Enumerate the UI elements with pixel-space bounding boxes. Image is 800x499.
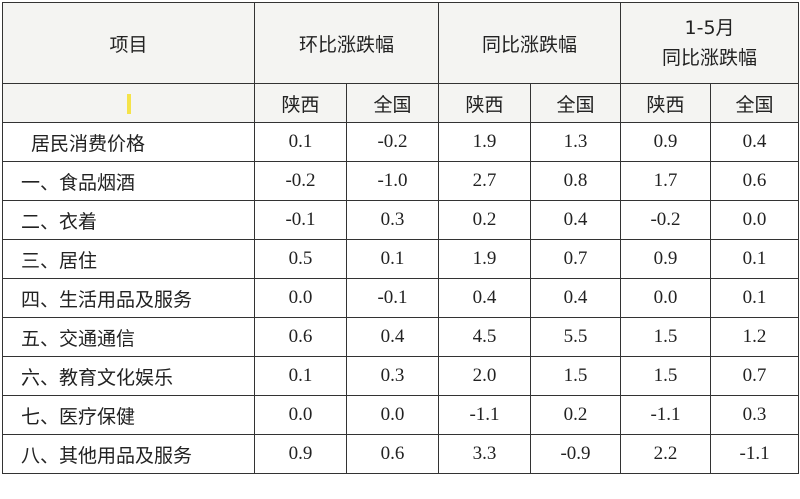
value-cell: 1.9 <box>438 239 532 279</box>
value-cell: 0.6 <box>710 161 800 201</box>
value-cell: 0.4 <box>530 278 622 318</box>
subheader-shaanxi: 陕西 <box>438 83 532 123</box>
subheader-shaanxi: 陕西 <box>254 83 347 123</box>
highlight-marker <box>126 93 131 114</box>
row-item-label: 七、医疗保健 <box>2 395 255 435</box>
value-cell: 2.7 <box>438 161 532 201</box>
row-item-label: 八、其他用品及服务 <box>2 434 255 474</box>
row-item-label: 三、居住 <box>2 239 255 279</box>
value-cell: 1.3 <box>530 122 622 162</box>
value-cell: 0.6 <box>345 434 440 474</box>
value-cell: 0.4 <box>345 317 440 357</box>
value-cell: 1.5 <box>620 356 712 396</box>
value-cell: 2.0 <box>438 356 532 396</box>
header-item-blank <box>2 83 255 123</box>
value-cell: 0.0 <box>254 278 347 318</box>
table-row: 七、医疗保健 0.0 0.0 -1.1 0.2 -1.1 0.3 <box>2 395 800 435</box>
value-cell: 4.5 <box>438 317 532 357</box>
header-ytd-label: 同比涨跌幅 <box>662 47 758 69</box>
value-cell: -1.1 <box>620 395 712 435</box>
value-cell: 0.6 <box>254 317 347 357</box>
value-cell: 0.7 <box>710 356 800 396</box>
row-item-label: 四、生活用品及服务 <box>2 278 255 318</box>
value-cell: 0.8 <box>530 161 622 201</box>
value-cell: 0.0 <box>345 395 440 435</box>
table-row: 四、生活用品及服务 0.0 -0.1 0.4 0.4 0.0 0.1 <box>2 278 800 318</box>
subheader-national: 全国 <box>530 83 622 123</box>
value-cell: 0.9 <box>620 239 712 279</box>
value-cell: -0.1 <box>254 200 347 240</box>
value-cell: 0.0 <box>254 395 347 435</box>
value-cell: 0.7 <box>530 239 622 279</box>
value-cell: -1.1 <box>438 395 532 435</box>
value-cell: 1.7 <box>620 161 712 201</box>
table-row: 一、食品烟酒 -0.2 -1.0 2.7 0.8 1.7 0.6 <box>2 161 800 201</box>
row-item-label: 五、交通通信 <box>2 317 255 357</box>
value-cell: 0.1 <box>254 356 347 396</box>
value-cell: 0.0 <box>710 200 800 240</box>
header-ytd-period: 1-5月 <box>684 17 735 39</box>
value-cell: 1.9 <box>438 122 532 162</box>
row-item-label: 二、衣着 <box>2 200 255 240</box>
header-item: 项目 <box>2 2 255 84</box>
value-cell: 0.1 <box>710 239 800 279</box>
value-cell: 2.2 <box>620 434 712 474</box>
header-ytd-yoy-change: 1-5月 同比涨跌幅 <box>620 2 800 84</box>
value-cell: 0.5 <box>254 239 347 279</box>
value-cell: 1.2 <box>710 317 800 357</box>
table-row: 五、交通通信 0.6 0.4 4.5 5.5 1.5 1.2 <box>2 317 800 357</box>
value-cell: 0.2 <box>438 200 532 240</box>
value-cell: 0.4 <box>530 200 622 240</box>
subheader-national: 全国 <box>710 83 800 123</box>
value-cell: 0.4 <box>710 122 800 162</box>
value-cell: 5.5 <box>530 317 622 357</box>
value-cell: 1.5 <box>530 356 622 396</box>
value-cell: 0.3 <box>710 395 800 435</box>
subheader-national: 全国 <box>345 83 440 123</box>
value-cell: 0.3 <box>345 356 440 396</box>
value-cell: -1.1 <box>710 434 800 474</box>
table-row: 二、衣着 -0.1 0.3 0.2 0.4 -0.2 0.0 <box>2 200 800 240</box>
value-cell: 0.9 <box>254 434 347 474</box>
table-row: 八、其他用品及服务 0.9 0.6 3.3 -0.9 2.2 -1.1 <box>2 434 800 474</box>
value-cell: 3.3 <box>438 434 532 474</box>
value-cell: -0.2 <box>254 161 347 201</box>
row-item-label: 居民消费价格 <box>2 122 255 162</box>
value-cell: -0.2 <box>620 200 712 240</box>
value-cell: 1.5 <box>620 317 712 357</box>
value-cell: 0.1 <box>345 239 440 279</box>
value-cell: -0.2 <box>345 122 440 162</box>
header-yoy-change: 同比涨跌幅 <box>438 2 622 84</box>
subheader-shaanxi: 陕西 <box>620 83 712 123</box>
value-cell: 0.3 <box>345 200 440 240</box>
value-cell: 0.4 <box>438 278 532 318</box>
value-cell: 0.2 <box>530 395 622 435</box>
value-cell: 0.1 <box>710 278 800 318</box>
row-item-label: 一、食品烟酒 <box>2 161 255 201</box>
cpi-table: 项目 环比涨跌幅 同比涨跌幅 1-5月 同比涨跌幅 陕西 全国 陕西 全国 陕西… <box>2 2 800 474</box>
value-cell: -0.9 <box>530 434 622 474</box>
value-cell: -1.0 <box>345 161 440 201</box>
header-mom-change: 环比涨跌幅 <box>253 2 440 84</box>
row-item-label: 六、教育文化娱乐 <box>2 356 255 396</box>
value-cell: 0.0 <box>620 278 712 318</box>
table-row: 三、居住 0.5 0.1 1.9 0.7 0.9 0.1 <box>2 239 800 279</box>
value-cell: 0.1 <box>254 122 347 162</box>
value-cell: 0.9 <box>620 122 712 162</box>
table-row: 居民消费价格 0.1 -0.2 1.9 1.3 0.9 0.4 <box>2 122 800 162</box>
table-body: 居民消费价格 0.1 -0.2 1.9 1.3 0.9 0.4 一、食品烟酒 -0.2 -1.0 2… <box>2 122 800 474</box>
table-row: 六、教育文化娱乐 0.1 0.3 2.0 1.5 1.5 0.7 <box>2 356 800 396</box>
value-cell: -0.1 <box>345 278 440 318</box>
